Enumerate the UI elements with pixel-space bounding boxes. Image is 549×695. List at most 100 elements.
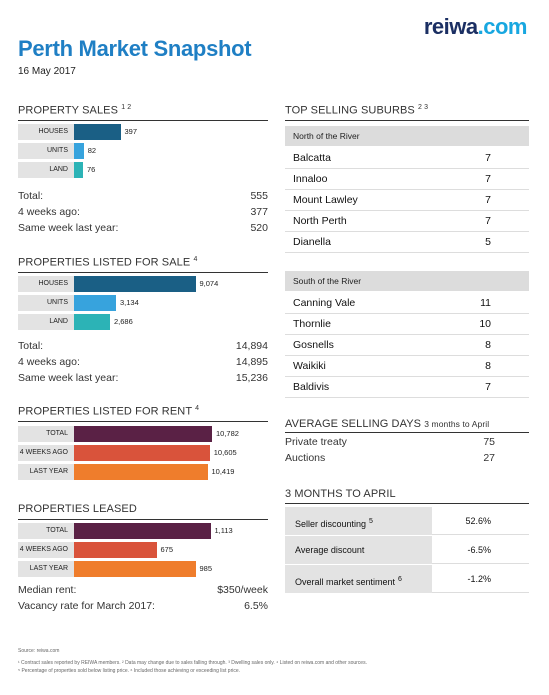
table-row: Overall market sentiment 6 -1.2% (285, 565, 529, 594)
south-suburbs-table: South of the River Canning Vale 11 Thornlie… (285, 271, 529, 401)
divider (18, 421, 268, 422)
three-months-table: Seller discounting 5 52.6% Average discount… (285, 507, 529, 597)
bar (74, 162, 83, 178)
suburb-count: 7 (485, 173, 491, 185)
bar (74, 143, 84, 159)
table-row: Baldivis 7 (285, 377, 529, 398)
suburb-name: Dianella (293, 236, 331, 248)
property-sales-heading: PROPERTY SALES 1 2 (18, 104, 132, 117)
suburb-name: North Perth (293, 215, 347, 227)
bar-label: LAST YEAR (18, 561, 74, 577)
bar (74, 426, 212, 442)
bar-label: TOTAL (18, 426, 74, 442)
bar-label: LAND (18, 162, 74, 178)
suburb-name: Thornlie (293, 318, 331, 330)
stat-value: $350/week (217, 584, 268, 596)
selling-days-heading: AVERAGE SELLING DAYS 3 months to April (285, 418, 490, 430)
property-sales-chart: HOUSES 397 UNITS 82 LAND 76 (18, 124, 268, 180)
bar-label: LAST YEAR (18, 464, 74, 480)
stat-value: 520 (250, 222, 268, 234)
metric-label: Overall market sentiment 6 (285, 565, 432, 593)
metric-label-text: Overall market sentiment (295, 577, 396, 587)
listed-sale-heading: PROPERTIES LISTED FOR SALE 4 (18, 256, 198, 269)
stat-label: Total: (18, 190, 44, 202)
stat-row: Private treaty 75 (285, 436, 495, 448)
metric-value: -1.2% (432, 565, 529, 593)
stat-row: Median rent: $350/week (18, 584, 268, 596)
stat-value: 15,236 (235, 372, 268, 384)
bar-value: 1,113 (214, 526, 233, 535)
report-date: 16 May 2017 (18, 66, 76, 77)
bar-value: 9,074 (199, 279, 219, 288)
bar (74, 276, 196, 292)
bar-value: 675 (160, 545, 174, 554)
bar (74, 314, 110, 330)
bar-label: UNITS (18, 295, 74, 311)
bar (74, 295, 116, 311)
north-suburbs-table: North of the River Balcatta 7 Innaloo 7 Mount… (285, 126, 529, 256)
bar (74, 542, 157, 558)
bar-value: 10,782 (216, 429, 239, 438)
divider (18, 120, 268, 121)
reiwa-logo: reiwa.com (424, 14, 528, 40)
suburb-count: 7 (485, 152, 491, 164)
stat-row: Total: 555 (18, 190, 268, 202)
stat-row: Same week last year: 520 (18, 222, 268, 234)
stat-value: 14,895 (235, 356, 268, 368)
stat-value: 27 (483, 452, 495, 464)
bar-value: 10,605 (213, 448, 237, 457)
footnote-1: ¹ Contract sales reported by REIWA membe… (18, 660, 367, 666)
footnote-mark: 6 (398, 576, 402, 583)
leased-heading: PROPERTIES LEASED (18, 503, 137, 515)
table-row: Canning Vale 11 (285, 293, 529, 314)
table-row: Seller discounting 5 52.6% (285, 507, 529, 536)
bar-label: 4 WEEKS AGO (18, 445, 74, 461)
stat-row: Total: 14,894 (18, 340, 268, 352)
table-row: North Perth 7 (285, 211, 529, 232)
divider (18, 519, 268, 520)
stat-label: Private treaty (285, 436, 347, 448)
suburb-name: Innaloo (293, 173, 328, 185)
logo-dot: .com (477, 14, 528, 39)
table-row: Balcatta 7 (285, 148, 529, 169)
metric-label-text: Average discount (295, 545, 365, 555)
suburb-name: Balcatta (293, 152, 331, 164)
stat-row: 4 weeks ago: 377 (18, 206, 268, 218)
suburb-count: 10 (479, 318, 491, 330)
bar-label: UNITS (18, 143, 74, 159)
bar-label: HOUSES (18, 124, 74, 140)
suburb-name: Gosnells (293, 339, 334, 351)
stat-label: Same week last year: (18, 372, 119, 384)
bar-label: 4 WEEKS AGO (18, 542, 74, 558)
suburb-name: Canning Vale (293, 297, 356, 309)
divider (285, 432, 529, 433)
bar (74, 124, 121, 140)
stat-label: 4 weeks ago: (18, 356, 80, 368)
suburb-count: 5 (485, 236, 491, 248)
table-heading: North of the River (285, 126, 529, 146)
bar (74, 561, 196, 577)
stat-value: 377 (250, 206, 268, 218)
bar-value: 985 (199, 564, 213, 573)
stat-value: 6.5% (244, 600, 268, 612)
source-note: Source: reiwa.com (18, 648, 60, 654)
suburb-count: 11 (480, 297, 491, 309)
suburb-name: Baldivis (293, 381, 330, 393)
bar (74, 464, 208, 480)
suburb-name: Waikiki (293, 360, 326, 372)
bar-label: HOUSES (18, 276, 74, 292)
divider (285, 503, 529, 504)
stat-value: 14,894 (235, 340, 268, 352)
listed-rent-heading: PROPERTIES LISTED FOR RENT 4 (18, 405, 200, 418)
suburb-count: 8 (485, 360, 491, 372)
stat-row: Auctions 27 (285, 452, 495, 464)
table-heading: South of the River (285, 271, 529, 291)
metric-label-text: Seller discounting (295, 519, 367, 529)
bar-value: 76 (87, 165, 96, 174)
table-row: Gosnells 8 (285, 335, 529, 356)
table-row: Dianella 5 (285, 232, 529, 253)
footnote-mark: 5 (369, 518, 373, 525)
suburb-count: 7 (485, 381, 491, 393)
three-months-heading: 3 MONTHS TO APRIL (285, 488, 396, 500)
leased-chart: TOTAL 1,113 4 WEEKS AGO 675 LAST YEAR 985 (18, 523, 268, 579)
